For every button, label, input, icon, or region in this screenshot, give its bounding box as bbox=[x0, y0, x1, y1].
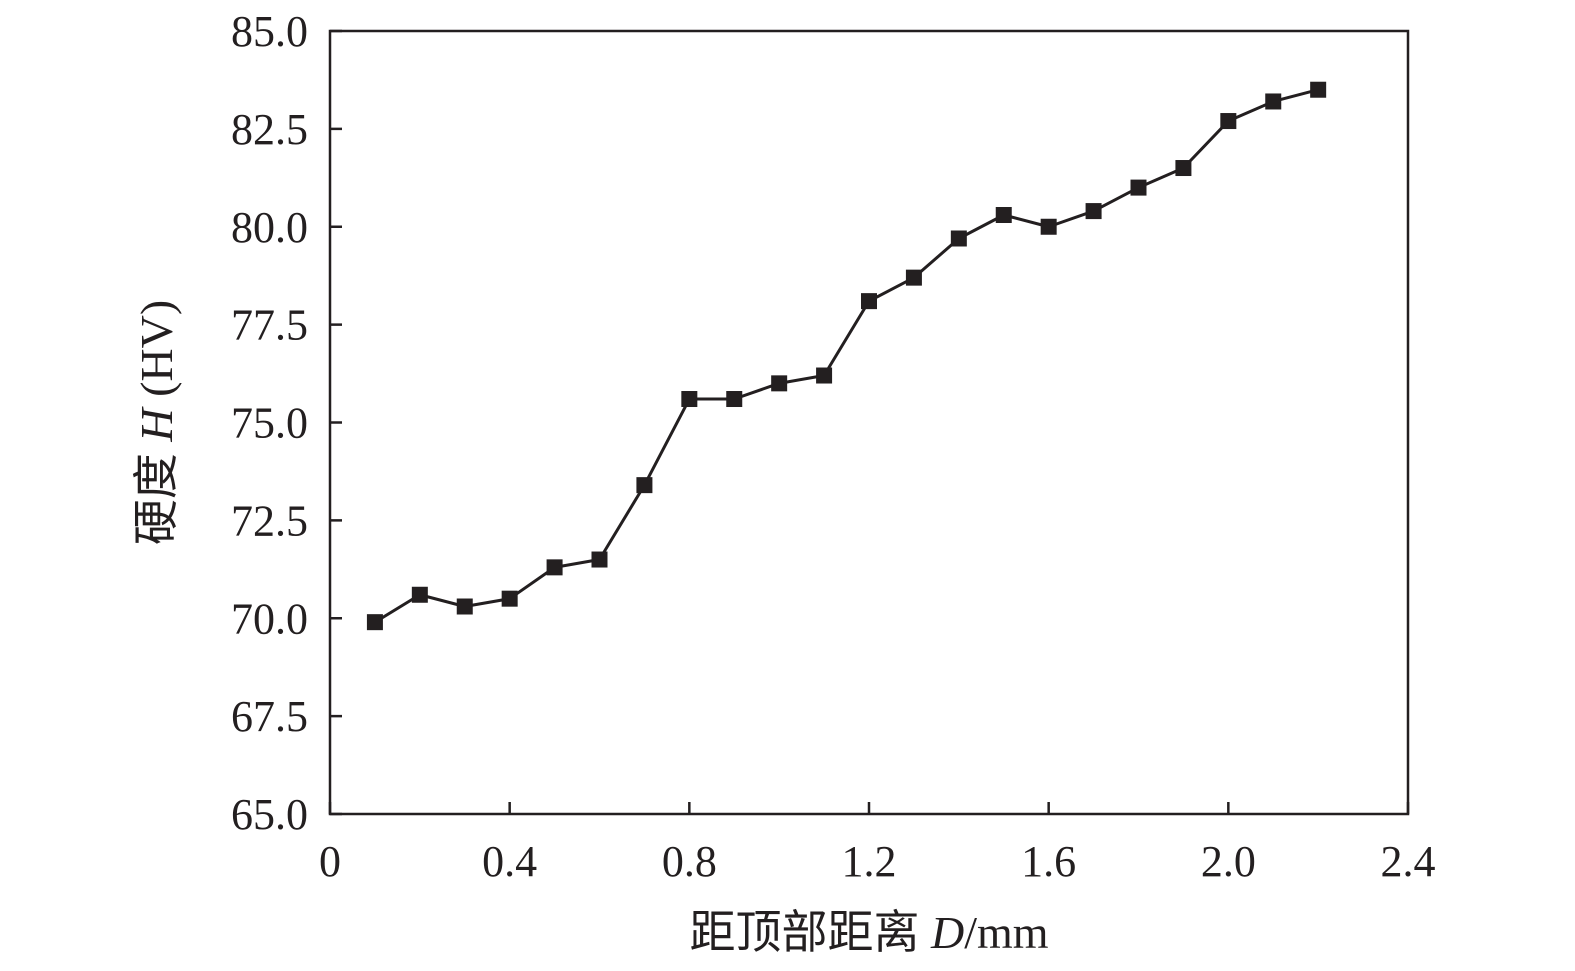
x-axis-title-prefix: 距顶部距离 bbox=[689, 907, 931, 958]
y-axis-title-prefix: 硬度 bbox=[131, 442, 182, 546]
data-point-marker bbox=[950, 230, 967, 247]
data-point-marker bbox=[456, 598, 473, 615]
y-tick-label: 70.0 bbox=[231, 594, 308, 643]
data-point-marker bbox=[816, 367, 833, 384]
x-axis-title-unit: /mm bbox=[964, 907, 1049, 958]
plot-area bbox=[328, 29, 1410, 816]
y-tick-label: 67.5 bbox=[231, 692, 308, 741]
x-tick-label: 0 bbox=[319, 837, 341, 886]
data-point-marker bbox=[861, 293, 877, 310]
x-tick-label: 1.6 bbox=[1021, 837, 1076, 886]
data-point-marker bbox=[681, 391, 698, 408]
y-tick-label: 82.5 bbox=[231, 105, 308, 154]
y-tick-label: 65.0 bbox=[231, 790, 308, 839]
y-tick-label: 72.5 bbox=[231, 496, 308, 545]
plot-frame bbox=[328, 29, 1410, 816]
x-axis: 0 0.4 0.8 1.2 1.6 2.0 2.4 bbox=[319, 802, 1436, 886]
data-point-marker bbox=[1175, 160, 1192, 177]
y-axis-title-variable: H bbox=[131, 406, 182, 443]
data-point-marker bbox=[995, 207, 1012, 224]
data-point-marker bbox=[546, 559, 563, 576]
data-point-marker bbox=[501, 590, 518, 607]
data-point-marker bbox=[1310, 81, 1327, 98]
x-tick-label: 2.0 bbox=[1201, 837, 1256, 886]
x-axis-title-variable: D bbox=[930, 907, 964, 958]
data-point-marker bbox=[411, 586, 428, 603]
data-point-marker bbox=[366, 614, 383, 631]
series-line bbox=[374, 88, 1319, 624]
x-tick-label: 1.2 bbox=[842, 837, 897, 886]
data-point-marker bbox=[1220, 113, 1237, 130]
data-point-marker bbox=[1085, 203, 1102, 220]
x-axis-title: 距顶部距离 D/mm bbox=[689, 907, 1048, 958]
data-series bbox=[366, 81, 1327, 631]
y-tick-label: 80.0 bbox=[231, 203, 308, 252]
data-point-marker bbox=[1265, 93, 1282, 110]
data-point-marker bbox=[726, 391, 743, 408]
data-point-marker bbox=[636, 477, 653, 494]
data-point-marker bbox=[1040, 218, 1057, 235]
y-axis: 65.0 67.5 70.0 72.5 75.0 77.5 80.0 82.5 85.0 bbox=[231, 7, 342, 839]
y-tick-label: 85.0 bbox=[231, 7, 308, 56]
data-point-marker bbox=[1130, 179, 1147, 196]
x-tick-label: 0.8 bbox=[662, 837, 717, 886]
data-point-marker bbox=[771, 375, 788, 392]
data-point-marker bbox=[905, 269, 922, 286]
y-tick-label: 75.0 bbox=[231, 399, 308, 448]
y-tick-label: 77.5 bbox=[231, 301, 308, 350]
x-tick-label: 2.4 bbox=[1381, 837, 1436, 886]
x-tick-label: 0.4 bbox=[482, 837, 537, 886]
data-point-marker bbox=[591, 551, 608, 568]
y-axis-title: 硬度 H (HV) bbox=[131, 300, 182, 545]
y-axis-title-unit: (HV) bbox=[131, 300, 182, 409]
